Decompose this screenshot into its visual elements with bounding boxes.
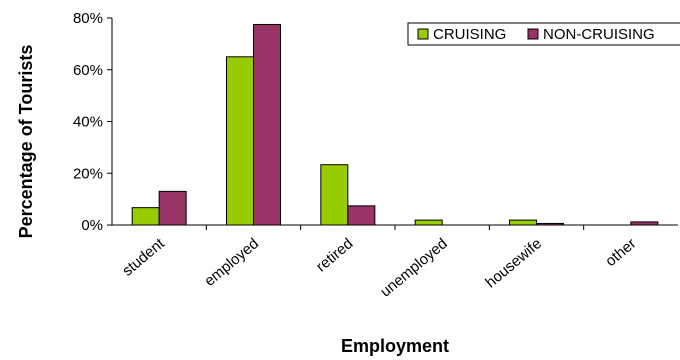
y-tick-label: 80% bbox=[73, 10, 103, 27]
bar-cruising-employed bbox=[226, 56, 254, 226]
y-tick-label: 0% bbox=[81, 217, 103, 234]
y-tick-label: 20% bbox=[73, 165, 103, 182]
legend: CRUISING NON-CRUISING bbox=[407, 22, 680, 46]
x-axis-title: Employment bbox=[341, 336, 449, 356]
bar-non-cruising-retired bbox=[347, 205, 376, 226]
x-category-label: housewife bbox=[482, 235, 545, 291]
legend-box bbox=[407, 22, 680, 46]
legend-label: CRUISING bbox=[433, 26, 506, 43]
bars-group bbox=[131, 23, 659, 226]
x-category-label: employed bbox=[201, 235, 262, 290]
bar-cruising-retired bbox=[320, 164, 349, 226]
bar-cruising-housewife bbox=[509, 219, 537, 226]
legend-swatch-cruising bbox=[417, 28, 429, 40]
x-category-label: retired bbox=[313, 235, 357, 275]
bar-non-cruising-employed bbox=[253, 23, 281, 226]
x-category-label: other bbox=[602, 235, 639, 270]
x-categories-group: student employed retired unemployed housewif… bbox=[119, 225, 639, 301]
bar-cruising-unemployed bbox=[414, 219, 443, 226]
x-category-label: student bbox=[119, 235, 168, 280]
legend-label: NON-CRUISING bbox=[543, 26, 655, 43]
y-ticks-group: 0% 20% 40% 60% 80% bbox=[73, 10, 112, 234]
y-axis-title: Percentage of Tourists bbox=[16, 45, 36, 239]
y-tick-label: 40% bbox=[73, 114, 103, 131]
bar-cruising-student bbox=[131, 207, 160, 226]
legend-swatch-non-cruising bbox=[527, 28, 539, 40]
y-tick-label: 60% bbox=[73, 62, 103, 79]
bar-non-cruising-student bbox=[158, 190, 187, 226]
x-category-label: unemployed bbox=[377, 235, 451, 301]
